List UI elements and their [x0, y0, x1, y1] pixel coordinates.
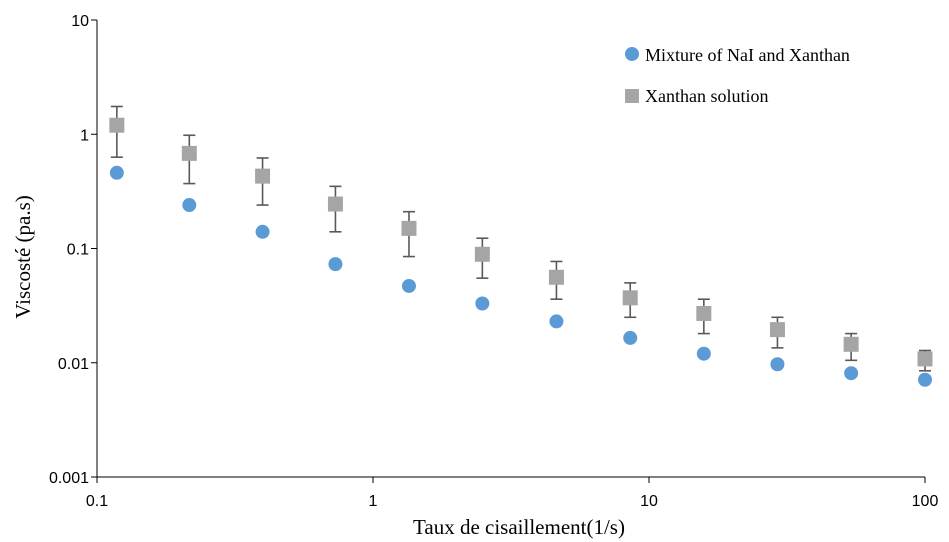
point-mixture — [623, 330, 638, 345]
point-mixture — [918, 372, 932, 387]
point-xanthan — [327, 196, 343, 212]
y-tick-label: 1 — [80, 127, 89, 144]
error-bars — [110, 105, 931, 372]
axes — [96, 20, 925, 478]
point-mixture — [696, 346, 711, 361]
point-xanthan — [696, 305, 712, 321]
point-mixture — [255, 224, 270, 239]
point-xanthan — [917, 351, 933, 367]
point-mixture — [401, 278, 416, 293]
point-mixture — [182, 198, 197, 213]
legend-label-mixture: Mixture of NaI and Xanthan — [645, 45, 850, 65]
y-axis-title: Viscosté (pa.s) — [11, 195, 35, 319]
x-axis-title: Taux de cisaillement(1/s) — [413, 515, 625, 539]
point-xanthan — [401, 220, 417, 236]
point-xanthan — [181, 145, 197, 161]
point-xanthan — [109, 117, 125, 133]
x-tick-label: 100 — [912, 493, 939, 510]
y-ticks: 0.001 0.01 0.1 1 10 — [49, 13, 97, 487]
point-xanthan — [548, 269, 564, 285]
x-tick-label: 1 — [369, 493, 378, 510]
y-tick-label: 0.001 — [49, 470, 89, 487]
y-tick-label: 10 — [71, 13, 89, 30]
legend: Mixture of NaI and Xanthan Xanthan solut… — [625, 45, 850, 106]
x-tick-label: 10 — [640, 493, 658, 510]
x-tick-label: 0.1 — [86, 493, 108, 510]
point-mixture — [770, 357, 785, 372]
point-xanthan — [474, 246, 490, 262]
point-xanthan — [622, 290, 638, 306]
point-xanthan — [769, 322, 785, 338]
point-xanthan — [843, 336, 859, 352]
y-tick-label: 0.01 — [58, 356, 89, 373]
legend-label-xanthan: Xanthan solution — [645, 86, 769, 106]
point-xanthan — [255, 168, 271, 184]
point-mixture — [549, 314, 564, 329]
y-tick-label: 0.1 — [67, 242, 89, 259]
point-mixture — [844, 366, 859, 381]
x-ticks: 0.1 1 10 100 — [86, 477, 939, 510]
legend-marker-xanthan — [625, 89, 639, 103]
data-markers — [109, 117, 933, 387]
legend-marker-mixture — [625, 47, 639, 61]
point-mixture — [109, 165, 124, 180]
point-mixture — [328, 257, 343, 272]
point-mixture — [475, 296, 490, 311]
